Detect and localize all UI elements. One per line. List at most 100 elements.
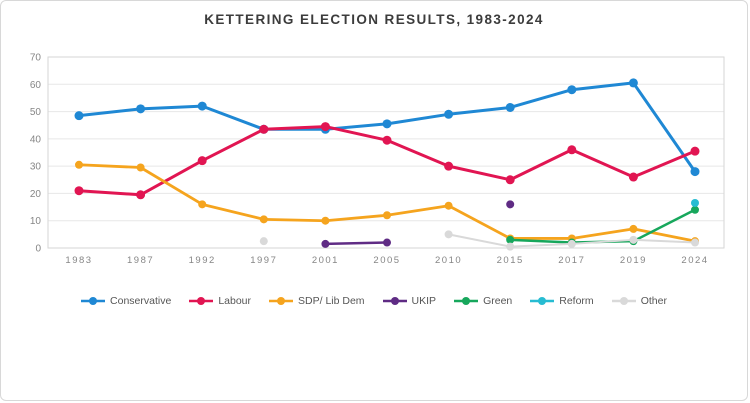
series-segment (570, 227, 635, 240)
series-segment (200, 127, 266, 163)
data-point (197, 101, 207, 111)
y-tick-label: 10 (30, 216, 42, 227)
series-other (259, 230, 699, 251)
data-point (567, 145, 577, 155)
y-tick-label: 70 (30, 53, 42, 64)
legend-item-other: Other (611, 295, 667, 307)
series-segment (508, 148, 574, 182)
series-segment (200, 104, 266, 131)
series-segment (77, 189, 143, 197)
data-point (629, 235, 638, 244)
data-point (505, 175, 515, 185)
x-tick-label: 2017 (558, 255, 585, 266)
y-tick-label: 60 (30, 80, 42, 91)
legend-item-reform: Reform (530, 295, 594, 307)
data-point (259, 237, 268, 246)
series-segment (508, 88, 574, 109)
legend-label: Conservative (110, 295, 172, 307)
y-tick-label: 20 (30, 189, 42, 200)
x-tick-label: 2001 (312, 255, 339, 266)
x-tick-label: 2015 (497, 255, 524, 266)
series-segment (200, 202, 266, 221)
series-segment (632, 208, 697, 243)
series-segment (570, 81, 635, 92)
series-segment (570, 238, 635, 245)
data-point (382, 135, 392, 145)
series-segment (632, 238, 696, 244)
data-point (136, 163, 145, 172)
x-tick-label: 2019 (620, 255, 647, 266)
series-segment (139, 104, 204, 111)
series-green (506, 205, 699, 247)
series-segment (385, 112, 451, 126)
data-point (383, 211, 391, 220)
series-segment (570, 148, 635, 179)
data-point (691, 205, 699, 214)
data-point (382, 119, 392, 129)
x-tick-label: 1983 (65, 255, 92, 266)
y-tick-label: 50 (30, 107, 42, 118)
data-point (75, 160, 83, 169)
data-point (506, 200, 515, 209)
data-point (444, 161, 454, 171)
x-axis-labels: 1983 1987 1992 1997 2001 2005 2010 2015 2017 2019… (65, 255, 708, 266)
x-tick-label: 2005 (373, 255, 400, 266)
data-point (444, 109, 454, 119)
series-segment (631, 149, 697, 179)
legend-label: SDP/ Lib Dem (298, 295, 365, 307)
series-segment (262, 125, 327, 131)
data-point (383, 238, 391, 247)
legend-item-sdp-lib-dem: SDP/ Lib Dem (269, 295, 365, 307)
gridlines (48, 56, 724, 249)
series-segment (77, 107, 143, 118)
data-point (506, 235, 515, 244)
x-tick-label: 2024 (681, 255, 708, 266)
data-point (259, 124, 269, 134)
series-segment (77, 163, 143, 169)
x-tick-label: 1997 (250, 255, 277, 266)
data-point (198, 200, 207, 209)
series-segment (632, 227, 697, 243)
x-tick-label: 2010 (435, 255, 462, 266)
legend-item-ukip: UKIP (382, 295, 437, 307)
series-segment (323, 213, 389, 223)
data-point (690, 167, 700, 177)
series-segment (262, 217, 327, 223)
data-point (691, 238, 699, 247)
data-point (505, 102, 515, 112)
data-point (259, 215, 268, 224)
series-sdp-lib-dem (75, 160, 699, 246)
legend: Conservative Labour SDP/ Lib Dem UKIP Green R… (1, 295, 747, 307)
legend-item-green: Green (454, 295, 512, 307)
data-point (136, 104, 146, 114)
legend-marker-other (611, 297, 636, 305)
legend-marker-green (454, 297, 479, 305)
legend-marker-reform (530, 297, 555, 305)
data-point (197, 156, 207, 166)
y-axis-labels: 0 10 20 30 40 50 60 70 (30, 53, 42, 255)
series-segment (508, 238, 574, 244)
series-segment (447, 105, 512, 116)
series-segment (447, 204, 512, 240)
y-tick-label: 0 (35, 244, 41, 255)
legend-marker-sdp-lib-dem (269, 297, 294, 305)
legend-marker-conservative (81, 297, 106, 305)
series-segment (323, 125, 389, 142)
series-segment (385, 204, 451, 217)
x-tick-label: 1987 (127, 255, 154, 266)
data-point (444, 201, 453, 210)
legend-label: UKIP (411, 295, 437, 307)
legend-label: Reform (559, 295, 594, 307)
legend-item-conservative: Conservative (81, 295, 171, 307)
x-tick-label: 1992 (189, 255, 216, 266)
series-segment (139, 159, 204, 197)
series-ukip (321, 200, 515, 248)
legend-marker-ukip (382, 297, 407, 305)
series-segment (139, 166, 204, 206)
series-conservative (74, 78, 700, 177)
series-segment (631, 81, 697, 174)
data-point (74, 111, 84, 121)
data-point (74, 186, 84, 196)
data-point (321, 216, 330, 225)
